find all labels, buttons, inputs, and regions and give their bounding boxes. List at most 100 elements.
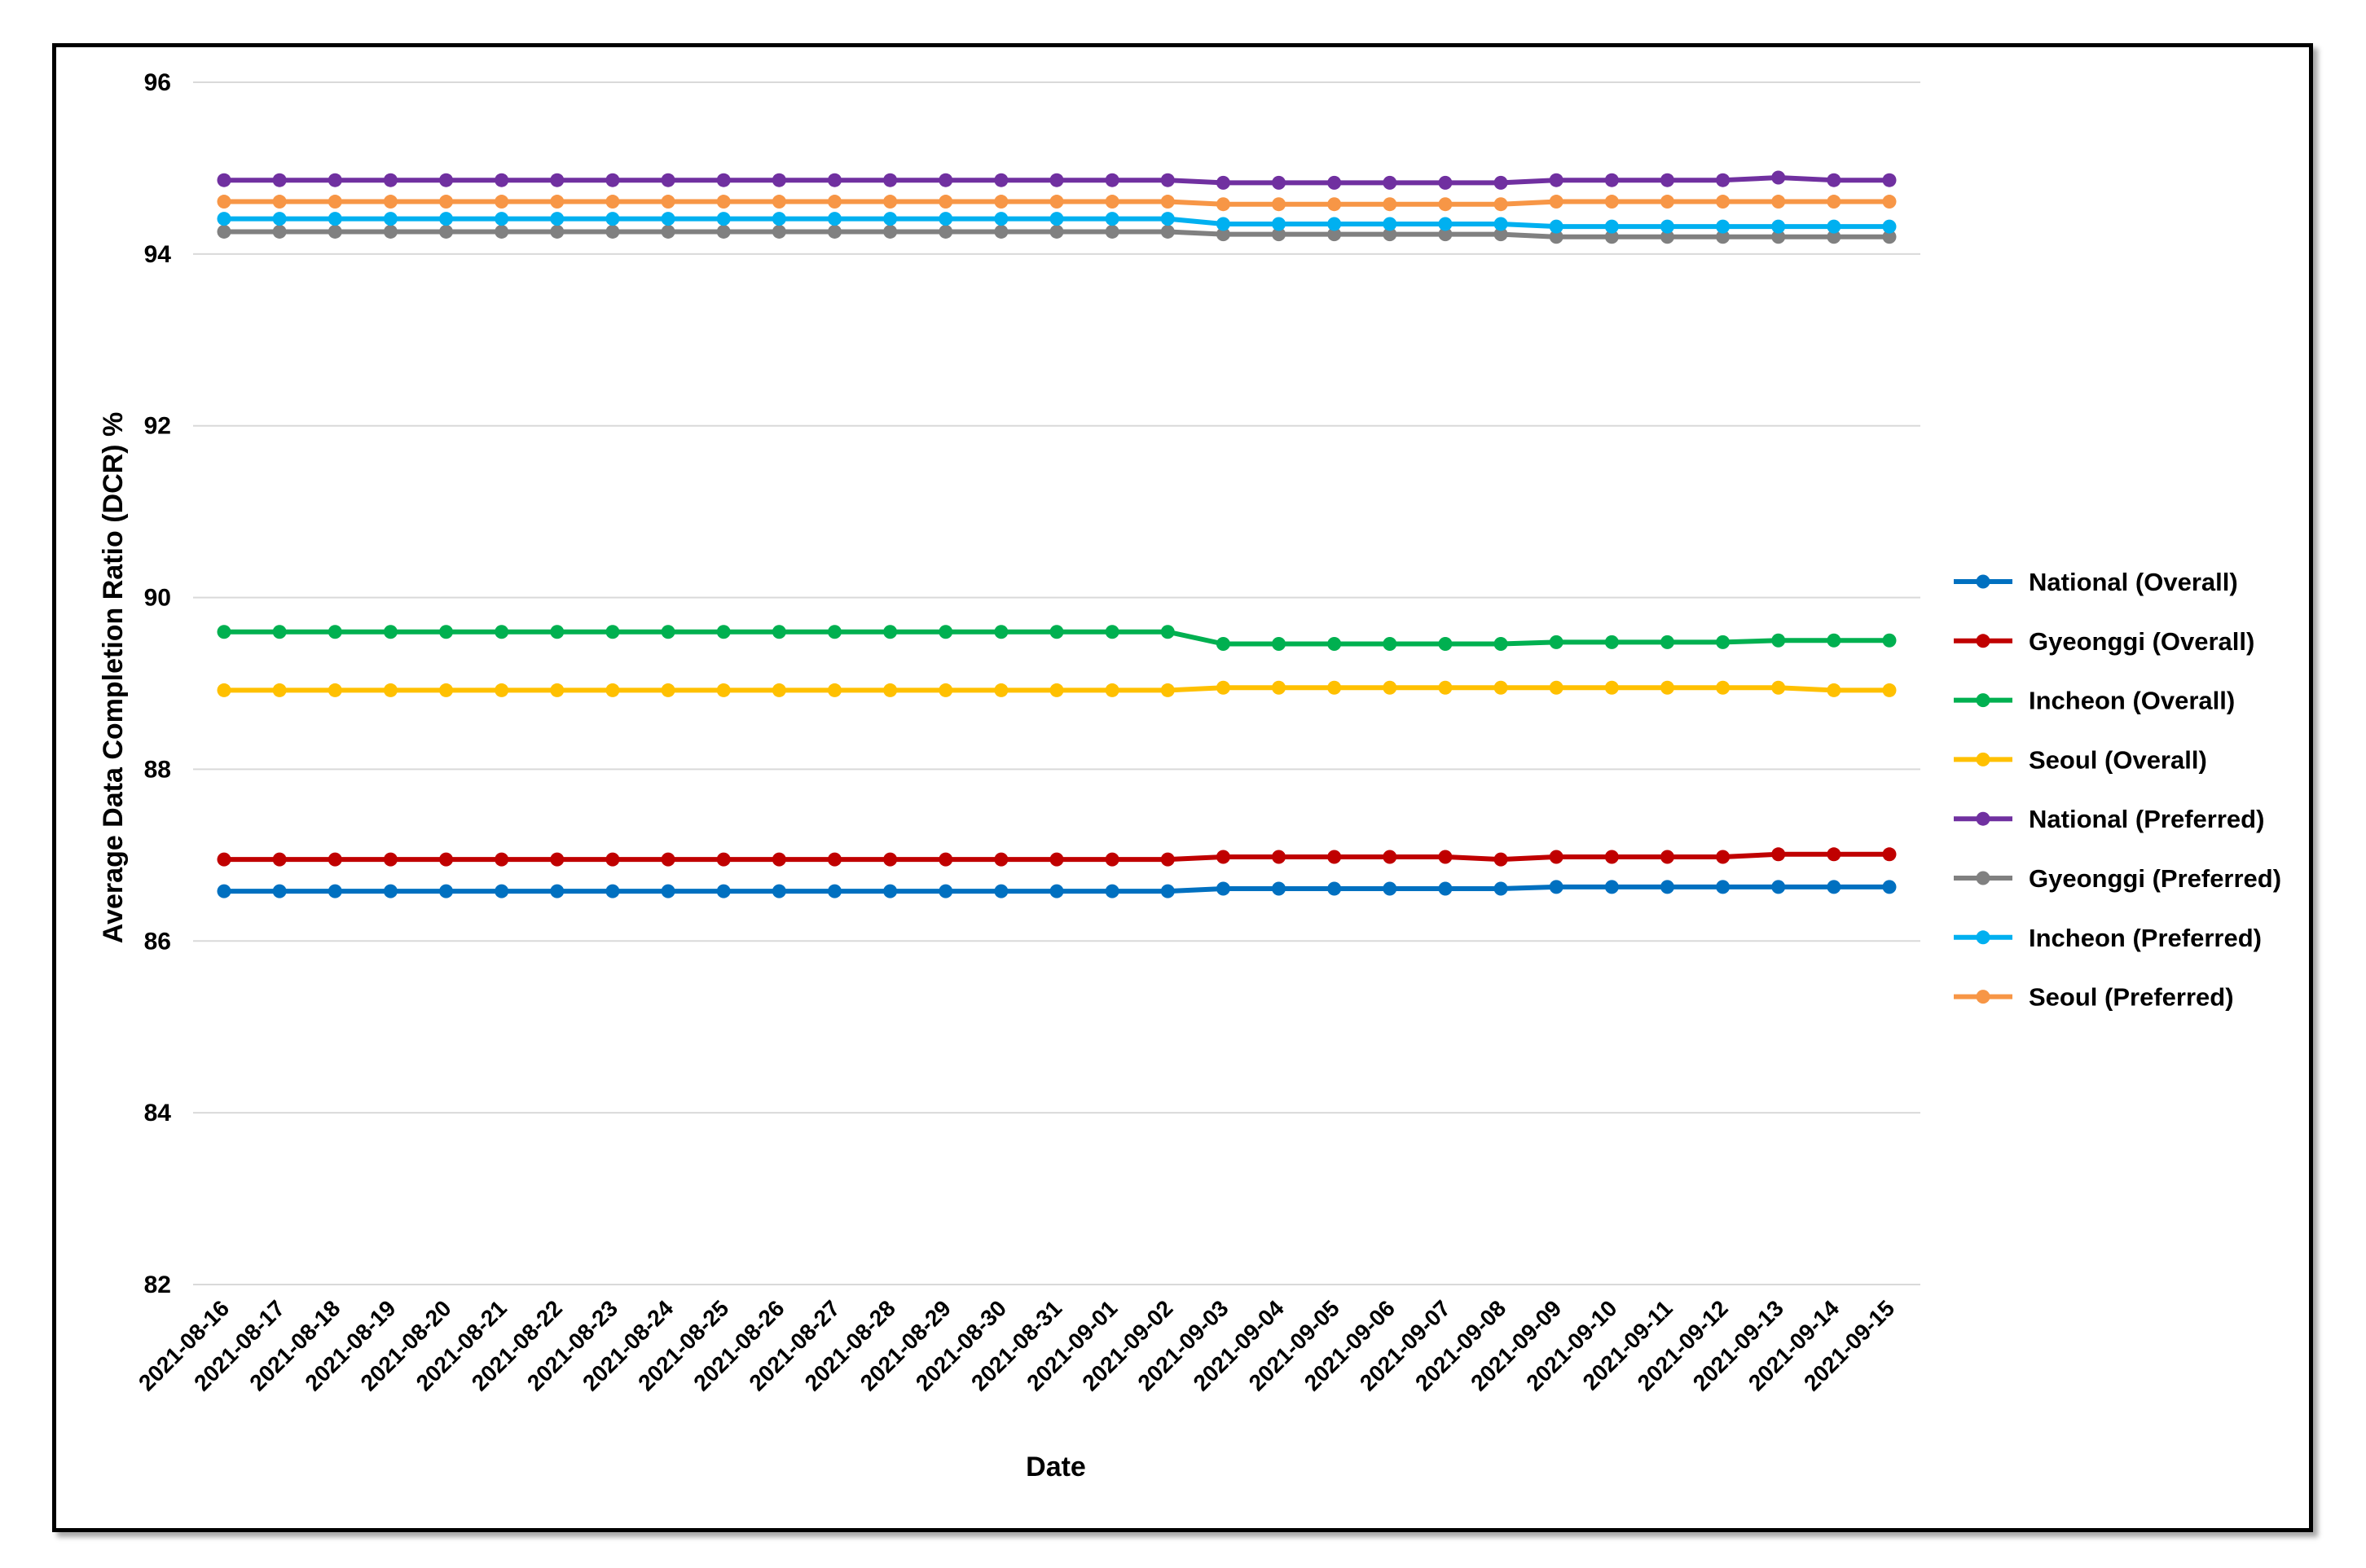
- y-tick-label: 96: [144, 69, 171, 96]
- data-point: [1549, 173, 1563, 187]
- legend-label: Seoul (Overall): [2029, 745, 2207, 774]
- data-point: [661, 683, 675, 697]
- data-point: [716, 625, 731, 639]
- data-point: [1049, 224, 1064, 239]
- data-point: [994, 852, 1009, 867]
- data-point: [716, 173, 731, 187]
- data-point: [1660, 850, 1674, 864]
- legend-marker: [1976, 871, 1990, 885]
- data-point: [1438, 217, 1453, 231]
- data-point: [439, 212, 454, 226]
- data-point: [1049, 884, 1064, 898]
- data-point: [439, 224, 454, 239]
- data-point: [1049, 683, 1064, 697]
- data-point: [1604, 219, 1619, 234]
- data-point: [994, 884, 1009, 898]
- data-point: [1604, 230, 1619, 244]
- data-point: [1105, 195, 1119, 209]
- data-point: [716, 852, 731, 867]
- legend-item: Incheon (Preferred): [1954, 924, 2262, 952]
- legend-label: Gyeonggi (Overall): [2029, 627, 2254, 656]
- data-point: [827, 683, 842, 697]
- y-tick-label: 94: [144, 241, 172, 268]
- data-point: [661, 173, 675, 187]
- data-point: [883, 683, 898, 697]
- data-point: [1216, 637, 1230, 652]
- legend-marker: [1976, 693, 1990, 708]
- data-point: [1716, 219, 1731, 234]
- data-point: [939, 683, 953, 697]
- data-point: [605, 212, 620, 226]
- data-point: [1327, 881, 1342, 896]
- data-point: [1716, 635, 1731, 649]
- data-point: [716, 195, 731, 209]
- data-point: [383, 683, 398, 697]
- data-point: [1438, 850, 1453, 864]
- data-point: [383, 884, 398, 898]
- data-point: [328, 625, 342, 639]
- data-point: [1604, 173, 1619, 187]
- data-point: [217, 683, 231, 697]
- data-point: [939, 173, 953, 187]
- data-point: [1827, 173, 1841, 187]
- data-point: [272, 852, 287, 867]
- data-point: [272, 224, 287, 239]
- data-point: [439, 173, 454, 187]
- data-point: [495, 195, 509, 209]
- data-point: [1383, 637, 1397, 652]
- legend-marker: [1976, 811, 1990, 826]
- data-point: [1493, 881, 1508, 896]
- data-point: [1771, 880, 1786, 894]
- data-point: [1160, 212, 1175, 226]
- data-point: [1272, 175, 1286, 190]
- data-point: [217, 884, 231, 898]
- data-point: [1549, 635, 1563, 649]
- data-point: [217, 173, 231, 187]
- series-lines: [217, 170, 1897, 898]
- data-point: [772, 884, 786, 898]
- data-point: [883, 884, 898, 898]
- legend-label: Incheon (Preferred): [2029, 924, 2262, 952]
- data-point: [661, 195, 675, 209]
- data-point: [1604, 635, 1619, 649]
- legend-item: Seoul (Preferred): [1954, 983, 2234, 1012]
- data-point: [495, 173, 509, 187]
- data-point: [1827, 683, 1841, 697]
- data-point: [550, 173, 565, 187]
- data-point: [328, 173, 342, 187]
- data-point: [1771, 195, 1786, 209]
- data-point: [439, 683, 454, 697]
- data-point: [994, 625, 1009, 639]
- data-point: [217, 195, 231, 209]
- y-tick-label: 88: [144, 756, 171, 783]
- data-point: [550, 884, 565, 898]
- data-point: [1771, 847, 1786, 862]
- series-2: [217, 625, 1897, 652]
- data-point: [1272, 227, 1286, 242]
- data-point: [439, 852, 454, 867]
- data-point: [1882, 173, 1897, 187]
- data-point: [1716, 880, 1731, 894]
- data-point: [1493, 217, 1508, 231]
- data-point: [272, 625, 287, 639]
- data-point: [1771, 170, 1786, 185]
- data-point: [605, 224, 620, 239]
- data-point: [772, 212, 786, 226]
- data-point: [1383, 197, 1397, 212]
- data-point: [328, 224, 342, 239]
- data-point: [939, 852, 953, 867]
- y-tick-label: 82: [144, 1272, 171, 1298]
- data-point: [495, 212, 509, 226]
- data-point: [328, 884, 342, 898]
- data-point: [1827, 847, 1841, 862]
- data-point: [716, 224, 731, 239]
- data-point: [1327, 850, 1342, 864]
- data-point: [1327, 197, 1342, 212]
- data-point: [1105, 224, 1119, 239]
- data-point: [1049, 195, 1064, 209]
- data-point: [827, 195, 842, 209]
- data-point: [1604, 850, 1619, 864]
- data-point: [605, 625, 620, 639]
- data-point: [1105, 212, 1119, 226]
- data-point: [1216, 227, 1230, 242]
